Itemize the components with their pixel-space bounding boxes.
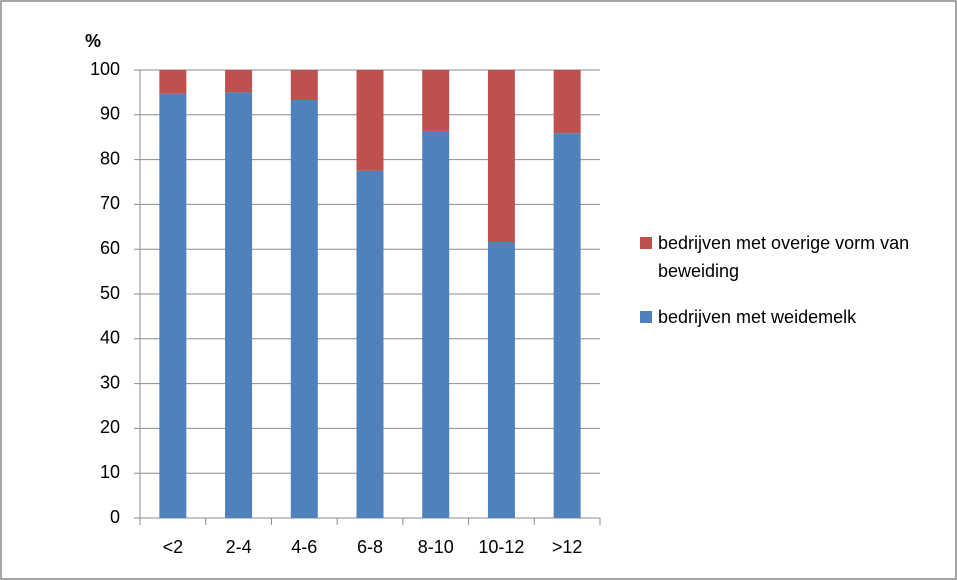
legend-entry: bedrijven met overige vorm van beweiding	[640, 229, 930, 285]
y-tick-label: 60	[100, 238, 120, 258]
x-tick-label: 6-8	[357, 537, 383, 557]
y-axis-label: %	[85, 31, 101, 51]
y-tick-label: 50	[100, 283, 120, 303]
bar-segment	[159, 70, 187, 94]
bar-segment	[553, 70, 581, 134]
bar-segment	[422, 130, 450, 519]
x-tick-label: 8-10	[418, 537, 454, 557]
bar-segment	[290, 100, 318, 519]
x-tick-label: 4-6	[291, 537, 317, 557]
x-tick-label: 2-4	[226, 537, 252, 557]
y-tick-label: 10	[100, 462, 120, 482]
x-tick-label: >12	[552, 537, 583, 557]
y-tick-label: 70	[100, 193, 120, 213]
y-tick-label: 100	[90, 59, 120, 79]
legend-label: bedrijven met weidemelk	[658, 307, 857, 327]
x-tick-label: <2	[163, 537, 184, 557]
y-tick-label: 90	[100, 104, 120, 124]
legend-swatch	[640, 311, 652, 323]
bar-segment	[290, 70, 318, 101]
legend-swatch	[640, 237, 652, 249]
y-tick-label: 40	[100, 328, 120, 348]
bar-segment	[159, 93, 187, 518]
legend-entry: bedrijven met weidemelk	[640, 303, 930, 331]
y-tick-label: 0	[110, 507, 120, 527]
bar-segment	[422, 70, 450, 131]
bar-segment	[225, 70, 253, 93]
bar-segment	[553, 133, 581, 518]
x-tick-label: 10-12	[478, 537, 524, 557]
bar-segment	[487, 70, 515, 243]
bar-segment	[356, 70, 384, 171]
bar-segment	[356, 170, 384, 519]
y-tick-label: 20	[100, 417, 120, 437]
bar-segment	[225, 92, 253, 519]
y-tick-label: 80	[100, 148, 120, 168]
legend-label: bedrijven met overige vorm van beweiding	[658, 233, 910, 281]
y-tick-label: 30	[100, 372, 120, 392]
bar-segment	[487, 242, 515, 519]
legend: bedrijven met overige vorm van beweiding…	[640, 229, 930, 349]
